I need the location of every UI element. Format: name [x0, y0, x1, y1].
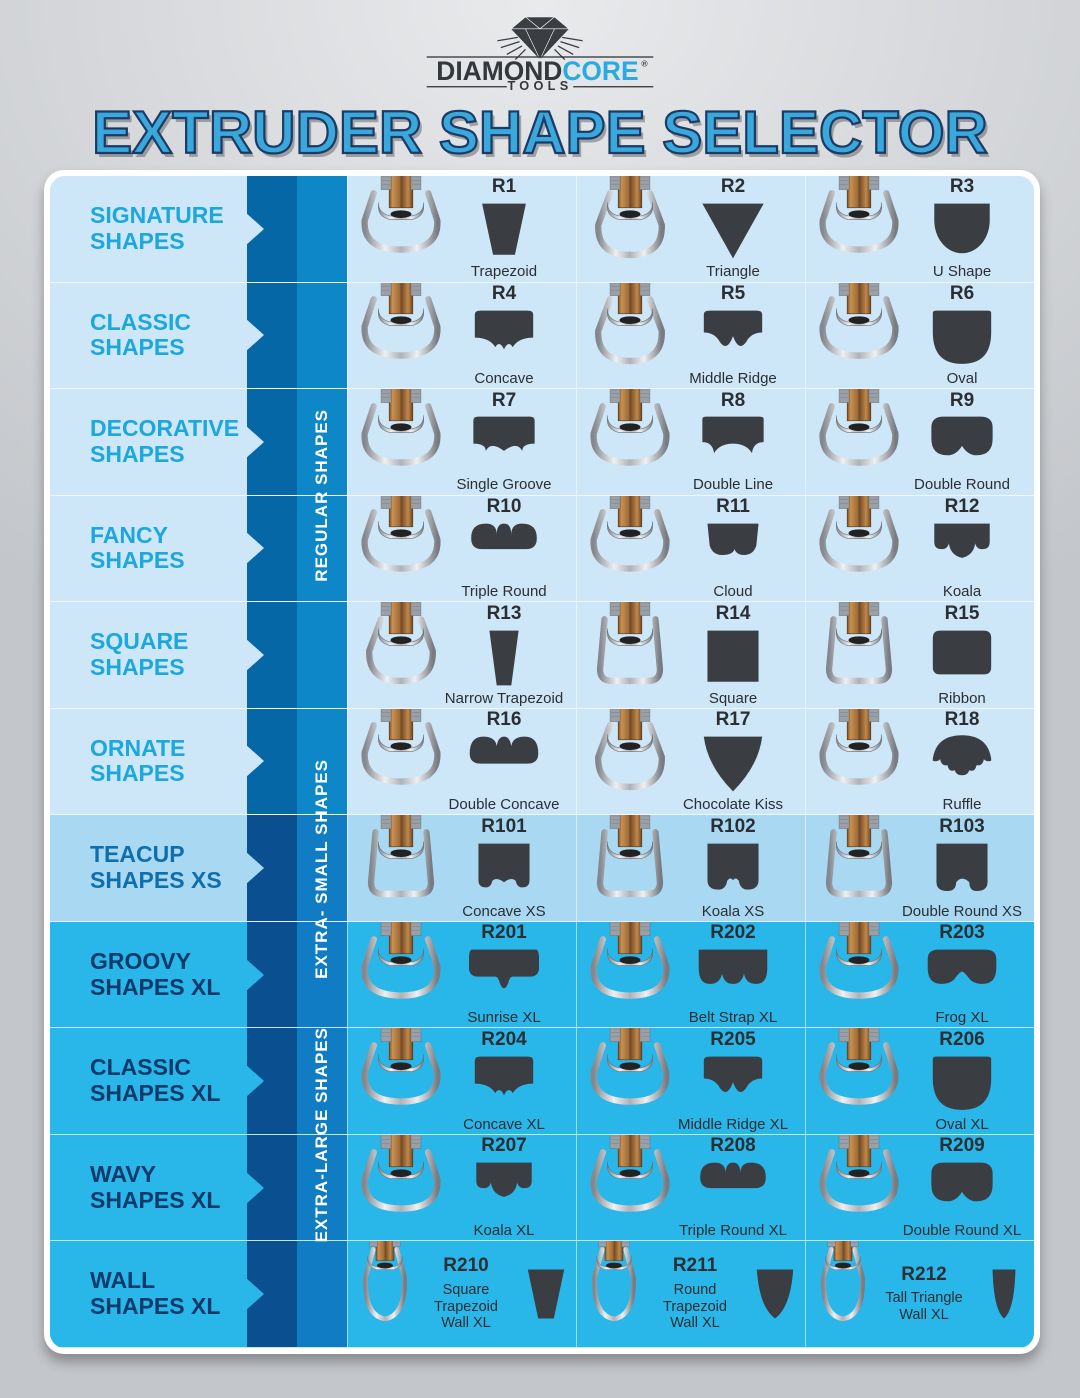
svg-text:®: ® — [641, 58, 648, 68]
svg-text:TOOLS: TOOLS — [507, 78, 572, 93]
